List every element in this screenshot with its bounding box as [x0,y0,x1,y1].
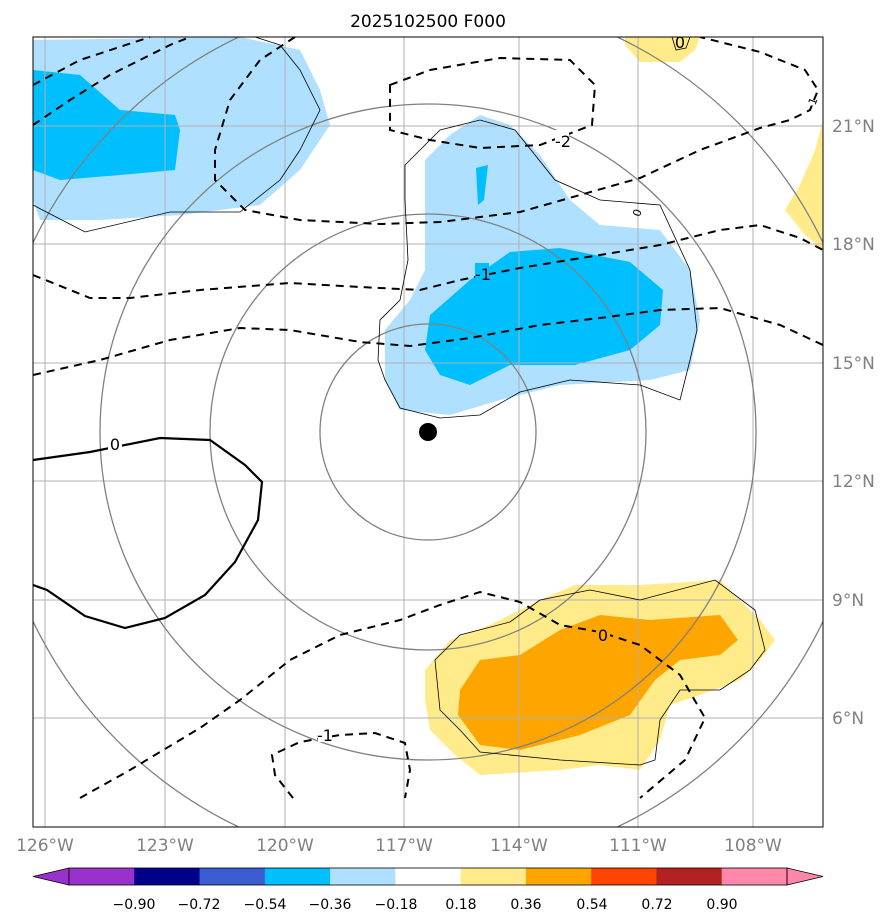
storm-center-marker [419,423,437,441]
plot-area: -2 -1 0 -1 -1 0 0 0 [33,33,823,827]
shade-orange-south [458,615,738,750]
lon-tick: 111°W [609,836,667,856]
colorbar-segment [591,868,657,885]
colorbar-tick: 0.36 [510,897,541,913]
colorbar-tick: −0.36 [309,897,352,913]
contour-south-loop [270,731,412,799]
colorbar-tick: −0.72 [178,897,221,913]
zero-contour [33,436,264,630]
lat-tick: 6°N [832,709,864,729]
contour-ring-2 [33,306,823,376]
colorbar-tick: 0.54 [576,897,607,913]
lat-tick-labels: 21°N 18°N 15°N 12°N 9°N 6°N [832,117,875,729]
colorbar-segment [525,868,592,885]
plot-frame [32,36,824,828]
contour-label: -2 [555,132,571,151]
colorbar-segment [199,868,266,885]
lat-tick: 9°N [832,591,864,611]
contour-label: 0 [598,626,608,645]
dashed-contours [33,37,823,799]
distance-rings [33,37,823,827]
contour-label: -1 [804,96,820,111]
lat-gridlines [33,125,823,719]
lon-tick-labels: 126°W 123°W 120°W 117°W 114°W 111°W 108°… [16,836,782,856]
ring-inner [319,323,537,541]
lon-tick: 108°W [724,836,782,856]
chart-title: 2025102500 F000 [350,12,506,32]
shade-yellow-ne [625,37,700,62]
colorbar-tick-labels: −0.90 −0.72 −0.54 −0.36 −0.18 0.18 0.36 … [113,897,738,913]
lat-tick: 21°N [832,117,875,137]
lon-tick: 117°W [375,836,433,856]
colorbar-extend-min [32,867,70,886]
ring-2 [209,213,647,651]
colorbar-tick: −0.18 [375,897,418,913]
lon-tick: 114°W [490,836,548,856]
colorbar-segment [134,868,201,885]
colorbar-tick: −0.54 [244,897,287,913]
lat-tick: 12°N [832,472,875,492]
colorbar-segment [460,868,527,885]
colorbar-tick: 0.18 [445,897,476,913]
ring-3 [99,103,757,761]
colorbar-segment [330,868,396,885]
shade-blue-nw [33,70,180,180]
lon-gridlines [44,37,754,827]
contour-nw-3 [214,37,820,226]
lon-tick: 123°W [136,836,194,856]
colorbar-segment [656,868,723,885]
contour-label: -1 [317,726,333,745]
colorbar-extend-max [786,867,824,886]
colorbar [32,867,824,886]
lon-tick: 126°W [16,836,74,856]
lat-tick: 15°N [832,354,875,374]
colorbar-tick: −0.90 [113,897,156,913]
contour-top-loop [389,56,597,150]
contour-nw-2 [33,37,191,126]
colorbar-segment [721,868,788,885]
colorbar-tick: 0.90 [706,897,737,913]
contour-south-1 [79,590,707,799]
lat-tick: 18°N [832,235,875,255]
colorbar-segment [264,868,331,885]
contour-label: 0 [110,435,120,454]
contour-label: 0 [675,33,685,52]
thin-contours [33,37,766,766]
contour-label: 0 [630,207,645,218]
contour-label: -1 [475,265,491,284]
colorbar-segment [395,868,462,885]
colorbar-segment [69,868,135,885]
shade-blue-sliver [476,165,488,205]
lon-tick: 120°W [256,836,314,856]
shade-blue-center [425,248,663,385]
colorbar-tick: 0.72 [641,897,672,913]
contour-labels: -2 -1 0 -1 -1 0 0 0 [108,33,820,745]
contour-nw-1 [33,37,151,86]
shade-yellow-east [785,120,823,250]
colorbar-frame [68,867,788,886]
